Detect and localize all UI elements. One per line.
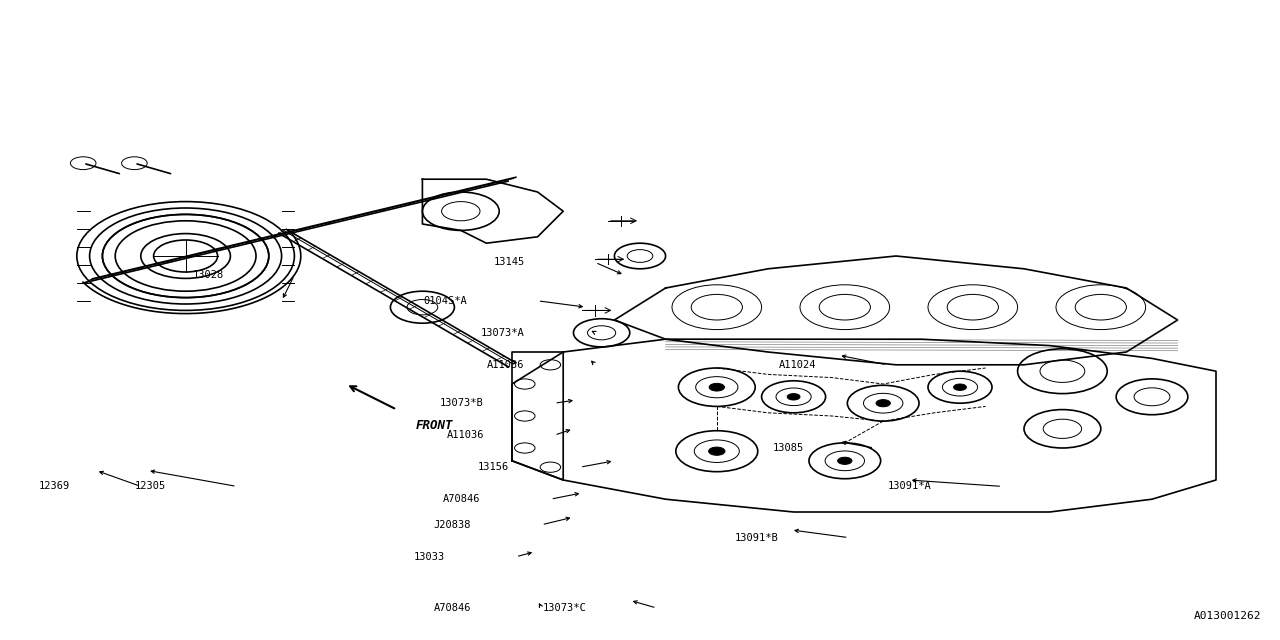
Text: 13156: 13156 xyxy=(479,462,509,472)
Text: 13033: 13033 xyxy=(415,552,445,562)
Text: 12305: 12305 xyxy=(136,481,166,492)
Text: A013001262: A013001262 xyxy=(1193,611,1261,621)
Circle shape xyxy=(837,457,852,465)
Text: 13073*B: 13073*B xyxy=(440,398,484,408)
Text: A70846: A70846 xyxy=(434,603,471,613)
Text: 13091*B: 13091*B xyxy=(735,532,778,543)
Circle shape xyxy=(709,383,724,391)
Text: 13085: 13085 xyxy=(773,443,804,453)
Text: 13073*A: 13073*A xyxy=(481,328,525,338)
Text: 13091*A: 13091*A xyxy=(888,481,932,492)
Text: 12369: 12369 xyxy=(40,481,70,492)
Text: A11036: A11036 xyxy=(488,360,525,370)
Circle shape xyxy=(954,384,966,390)
Circle shape xyxy=(709,447,724,455)
Text: J20838: J20838 xyxy=(434,520,471,530)
Text: 0104S*A: 0104S*A xyxy=(424,296,467,306)
Text: A11024: A11024 xyxy=(780,360,817,370)
Text: A11036: A11036 xyxy=(447,430,484,440)
Text: 13028: 13028 xyxy=(193,270,224,280)
Circle shape xyxy=(787,394,800,400)
Text: 13073*C: 13073*C xyxy=(543,603,586,613)
Text: FRONT: FRONT xyxy=(416,419,453,432)
Text: 13145: 13145 xyxy=(494,257,525,268)
Circle shape xyxy=(876,399,891,407)
Text: A70846: A70846 xyxy=(443,494,480,504)
